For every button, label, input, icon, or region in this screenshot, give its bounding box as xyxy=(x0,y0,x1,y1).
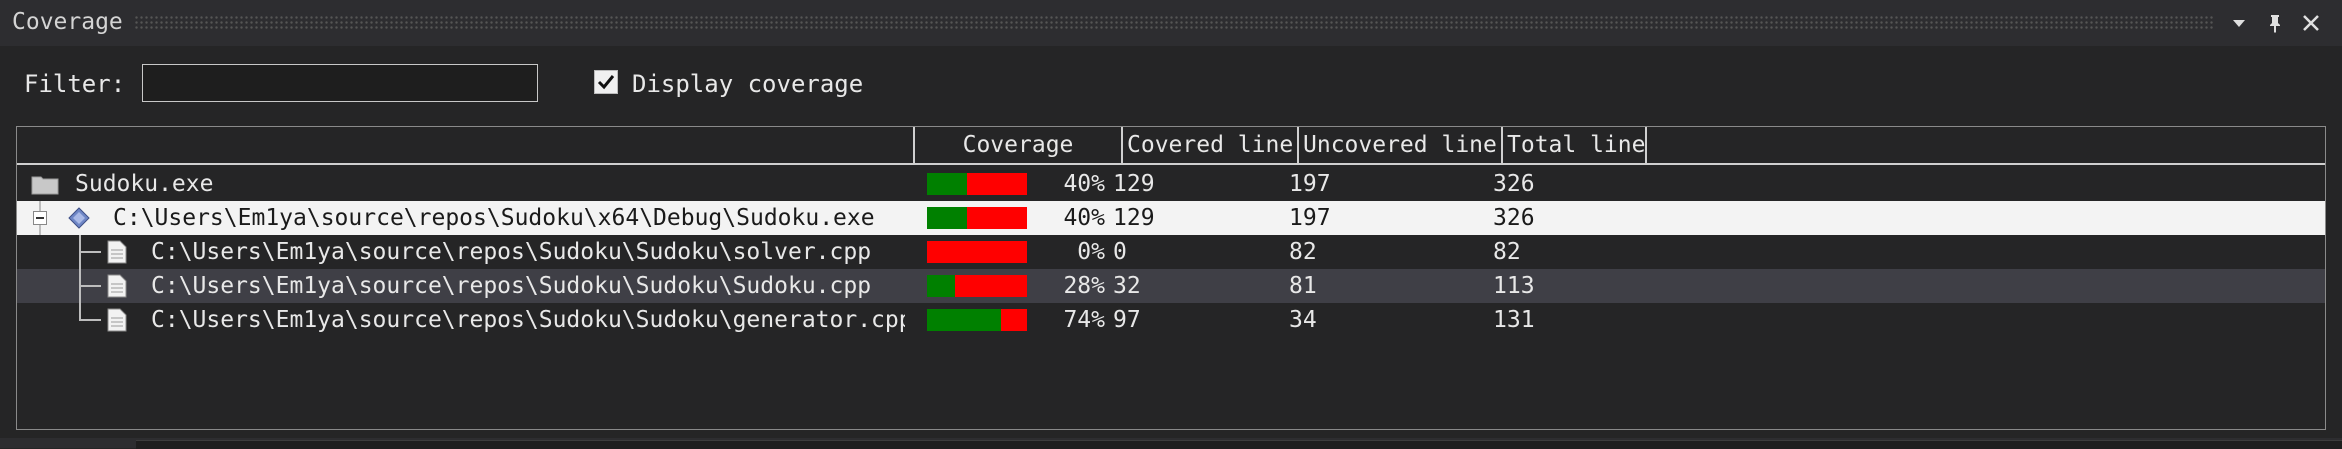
covered-lines: 0 xyxy=(1113,239,1127,265)
tree-line xyxy=(79,303,81,321)
collapse-icon[interactable] xyxy=(33,211,47,225)
coverage-bar-fill xyxy=(927,207,967,229)
total-lines: 82 xyxy=(1493,239,1521,265)
uncovered-lines: 82 xyxy=(1289,239,1317,265)
filter-label: Filter: xyxy=(24,70,126,98)
display-coverage-checkbox[interactable] xyxy=(594,70,618,94)
coverage-tree-grid: Coverage Covered line Uncovered line Tot… xyxy=(16,126,2326,430)
uncovered-lines: 34 xyxy=(1289,307,1317,333)
tree-row-sudoku-cpp[interactable]: C:\Users\Em1ya\source\repos\Sudoku\Sudok… xyxy=(17,269,2325,303)
filter-input[interactable] xyxy=(142,64,538,102)
coverage-bar xyxy=(927,309,1027,331)
pin-icon[interactable] xyxy=(2260,8,2290,38)
coverage-percent: 40% xyxy=(1063,171,1105,197)
tree-row-debug-exe[interactable]: C:\Users\Em1ya\source\repos\Sudoku\x64\D… xyxy=(17,201,2325,235)
coverage-bar-fill xyxy=(927,309,1001,331)
tree-line xyxy=(79,251,101,253)
tree-row-sudoku-exe[interactable]: Sudoku.exe 40% 129 197 326 xyxy=(17,167,2325,201)
title-bar: Coverage xyxy=(0,0,2342,46)
coverage-bar-fill xyxy=(927,275,955,297)
coverage-percent: 28% xyxy=(1063,273,1105,299)
close-icon[interactable] xyxy=(2296,8,2326,38)
coverage-bar xyxy=(927,207,1027,229)
coverage-percent: 0% xyxy=(1077,239,1105,265)
uncovered-lines: 197 xyxy=(1289,205,1331,231)
folder-icon xyxy=(31,176,59,195)
drag-grip[interactable] xyxy=(134,15,2214,31)
coverage-bar xyxy=(927,241,1027,263)
covered-lines: 97 xyxy=(1113,307,1141,333)
total-lines: 131 xyxy=(1493,307,1535,333)
column-header: Coverage Covered line Uncovered line Tot… xyxy=(17,127,2325,165)
row-name: C:\Users\Em1ya\source\repos\Sudoku\Sudok… xyxy=(151,273,872,299)
column-header-uncovered[interactable]: Uncovered line xyxy=(1297,127,1501,163)
dropdown-icon[interactable] xyxy=(2224,8,2254,38)
total-lines: 113 xyxy=(1493,273,1535,299)
coverage-percent: 74% xyxy=(1063,307,1105,333)
coverage-bar xyxy=(927,173,1027,195)
covered-lines: 32 xyxy=(1113,273,1141,299)
tree-line xyxy=(79,319,101,321)
row-name: Sudoku.exe xyxy=(75,171,214,197)
total-lines: 326 xyxy=(1493,171,1535,197)
executable-icon xyxy=(68,207,90,229)
file-icon xyxy=(107,240,127,264)
uncovered-lines: 197 xyxy=(1289,171,1331,197)
row-name: C:\Users\Em1ya\source\repos\Sudoku\Sudok… xyxy=(151,239,872,265)
coverage-bar-fill xyxy=(927,173,967,195)
file-icon xyxy=(107,308,127,332)
display-coverage-label: Display coverage xyxy=(632,70,864,98)
covered-lines: 129 xyxy=(1113,171,1155,197)
coverage-bar xyxy=(927,275,1027,297)
row-name: C:\Users\Em1ya\source\repos\Sudoku\x64\D… xyxy=(113,205,875,231)
window-title: Coverage xyxy=(12,9,123,35)
coverage-percent: 40% xyxy=(1063,205,1105,231)
row-name: C:\Users\Em1ya\source\repos\Sudoku\Sudok… xyxy=(151,307,905,333)
tree-row-generator-cpp[interactable]: C:\Users\Em1ya\source\repos\Sudoku\Sudok… xyxy=(17,303,2325,337)
total-lines: 326 xyxy=(1493,205,1535,231)
column-header-covered[interactable]: Covered line xyxy=(1121,127,1297,163)
file-icon xyxy=(107,274,127,298)
tree-line xyxy=(79,285,101,287)
uncovered-lines: 81 xyxy=(1289,273,1317,299)
column-header-total[interactable]: Total line xyxy=(1501,127,1647,163)
bottom-scroll-area xyxy=(136,440,2342,449)
tree-row-solver-cpp[interactable]: C:\Users\Em1ya\source\repos\Sudoku\Sudok… xyxy=(17,235,2325,269)
column-header-coverage[interactable]: Coverage xyxy=(913,127,1121,163)
covered-lines: 129 xyxy=(1113,205,1155,231)
